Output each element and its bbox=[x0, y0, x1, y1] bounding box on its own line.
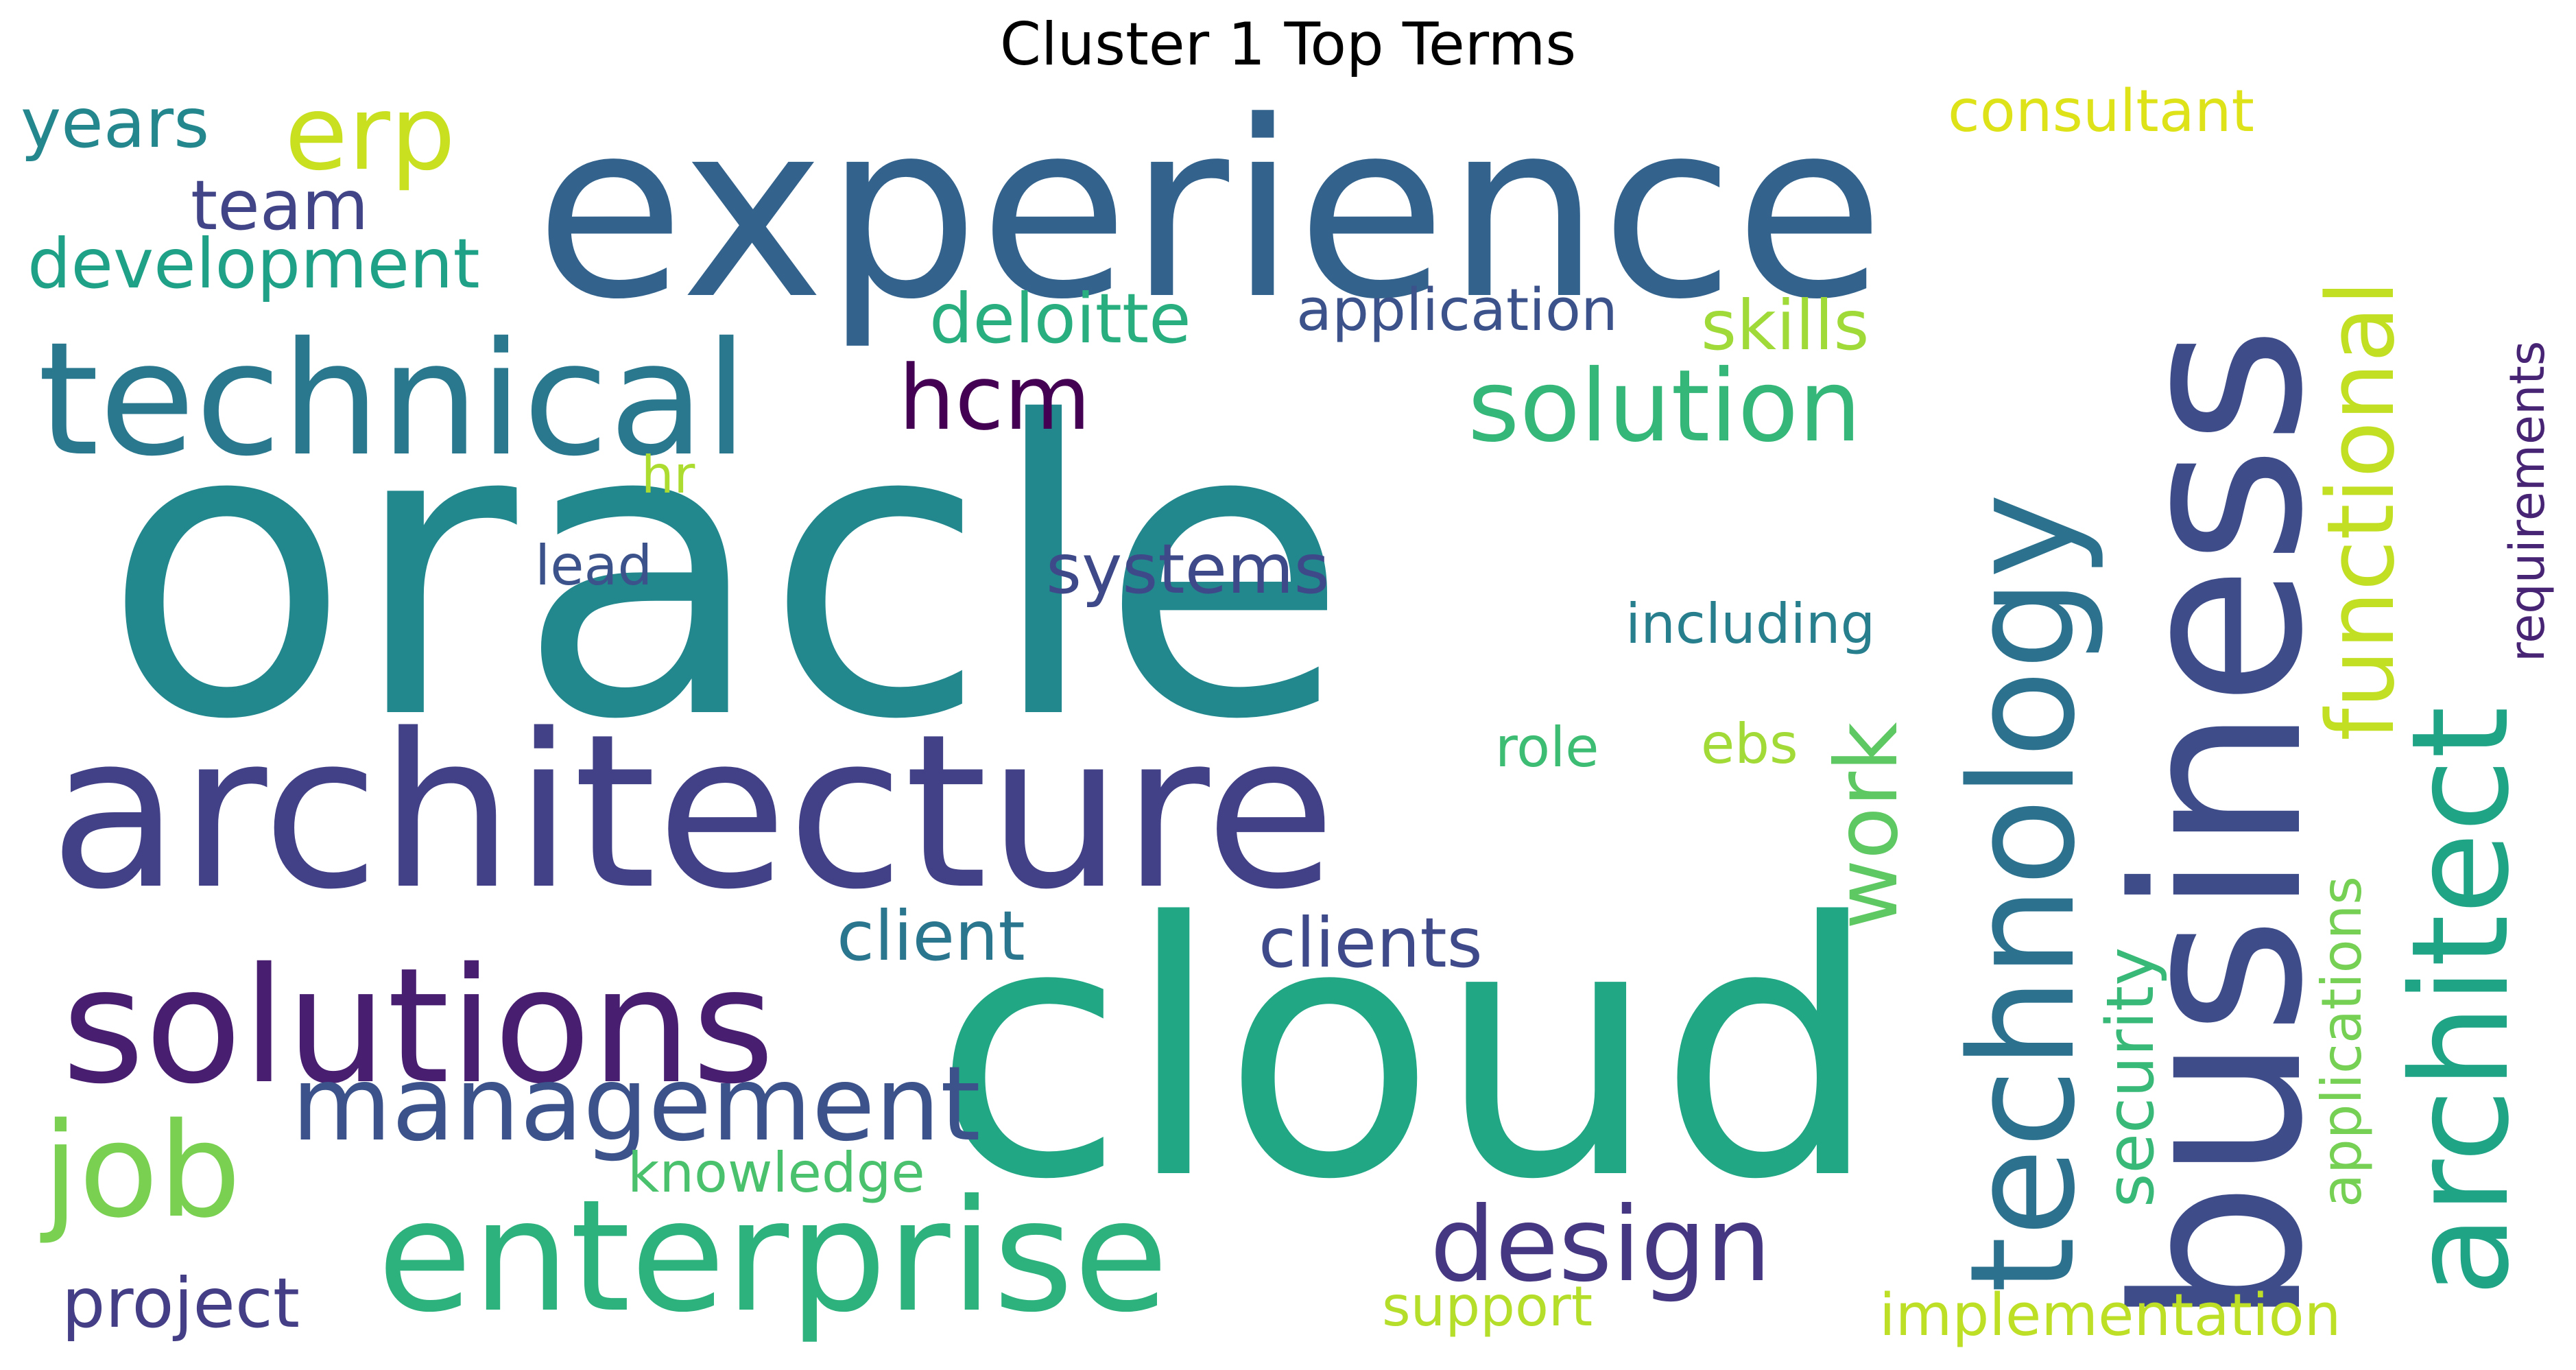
word-development: development bbox=[27, 224, 480, 304]
word-hr: hr bbox=[641, 445, 695, 505]
word-erp: erp bbox=[285, 74, 456, 193]
word-ebs: ebs bbox=[1701, 712, 1798, 776]
word-architecture: architecture bbox=[49, 689, 1336, 936]
word-implementation: implementation bbox=[1879, 1282, 2341, 1349]
word-project: project bbox=[62, 1263, 300, 1343]
word-technology: technology bbox=[1939, 493, 2107, 1293]
word-applications: applications bbox=[2310, 876, 2374, 1207]
word-systems: systems bbox=[1046, 529, 1330, 609]
word-solution: solution bbox=[1468, 349, 1862, 464]
word-including: including bbox=[1625, 592, 1876, 656]
word-design: design bbox=[1430, 1185, 1772, 1305]
word-clients: clients bbox=[1259, 903, 1483, 983]
word-knowledge: knowledge bbox=[628, 1141, 925, 1205]
word-management: management bbox=[291, 1045, 981, 1164]
word-hcm: hcm bbox=[898, 346, 1091, 450]
word-oracle: oracle bbox=[103, 337, 1349, 808]
word-job: job bbox=[43, 1095, 241, 1247]
word-cloud: cloud bbox=[933, 849, 1881, 1256]
word-experience: experience bbox=[535, 69, 1885, 353]
word-functional: functional bbox=[2307, 280, 2415, 741]
word-team: team bbox=[191, 165, 369, 246]
word-deloitte: deloitte bbox=[929, 279, 1191, 359]
word-skills: skills bbox=[1701, 285, 1870, 366]
word-solutions: solutions bbox=[62, 934, 775, 1119]
word-consultant: consultant bbox=[1948, 78, 2254, 145]
word-requirements: requirements bbox=[2499, 340, 2555, 662]
word-client: client bbox=[837, 896, 1025, 976]
word-role: role bbox=[1495, 716, 1599, 779]
word-work: work bbox=[1817, 722, 1917, 930]
word-enterprise: enterprise bbox=[377, 1167, 1169, 1347]
word-support: support bbox=[1382, 1275, 1593, 1338]
word-lead: lead bbox=[535, 534, 653, 598]
word-security: security bbox=[2093, 947, 2169, 1207]
word-years: years bbox=[21, 83, 210, 163]
chart-title: Cluster 1 Top Terms bbox=[999, 10, 1577, 79]
word-technical: technical bbox=[38, 308, 748, 491]
word-application: application bbox=[1296, 276, 1618, 344]
word-architect: architect bbox=[2383, 706, 2538, 1297]
